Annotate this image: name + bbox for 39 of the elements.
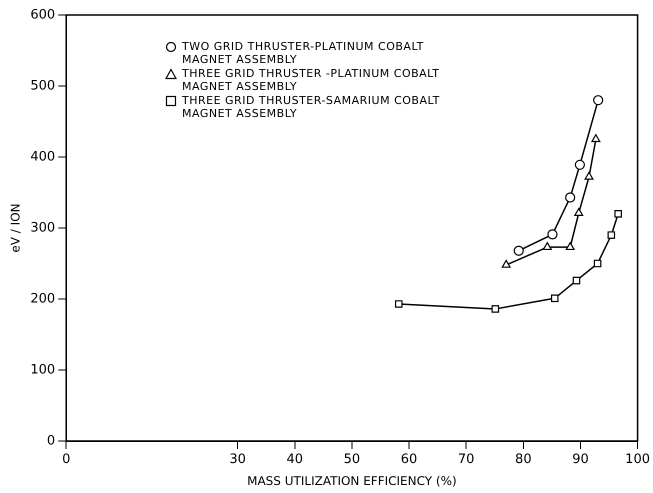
x-axis-title: MASS UTILIZATION EFFICIENCY (%)	[247, 474, 457, 488]
x-tick-label: 80	[515, 452, 532, 468]
point	[608, 231, 616, 239]
point	[542, 242, 552, 250]
x-tick-label: 50	[344, 452, 360, 468]
x-tick-label: 0	[62, 452, 70, 468]
point	[593, 95, 604, 106]
point	[584, 172, 594, 180]
point	[574, 208, 584, 216]
point	[492, 305, 500, 313]
x-tick-label: 100	[625, 452, 650, 468]
point	[572, 276, 580, 284]
y-tick-label: 300	[30, 220, 56, 236]
point	[514, 246, 524, 256]
x-tick-label: 70	[458, 452, 474, 468]
point	[591, 134, 600, 142]
point	[614, 210, 622, 218]
x-tick-label: 30	[229, 452, 246, 468]
point	[594, 260, 602, 268]
legend-label: THREE GRID THRUSTER-SAMARIUM COBALT MAGNET ASSEMBLY	[182, 94, 441, 120]
y-tick-label: 0	[46, 433, 56, 448]
legend-label: THREE GRID THRUSTER -PLATINUM COBALT MAGNET ASSEMBLY	[182, 67, 441, 93]
y-tick-label: 400	[30, 149, 56, 164]
point	[574, 160, 585, 170]
y-tick-label: 100	[30, 362, 56, 378]
y-tick-label: 500	[30, 78, 56, 94]
x-tick-label: 40	[286, 452, 304, 468]
point	[550, 294, 559, 302]
x-tick-label: 60	[400, 452, 418, 468]
y-axis-title: eV / ION	[8, 203, 22, 253]
y-tick-label: 600	[30, 7, 56, 22]
point	[502, 260, 511, 268]
point	[547, 229, 558, 240]
point	[565, 192, 576, 203]
point	[394, 300, 403, 308]
y-tick-label: 200	[30, 291, 56, 306]
point	[566, 242, 575, 250]
legend-label: TWO GRID THRUSTER-PLATINUM COBALT MAGNET ASSEMBLY	[182, 40, 425, 66]
x-tick-label: 90	[572, 452, 589, 468]
